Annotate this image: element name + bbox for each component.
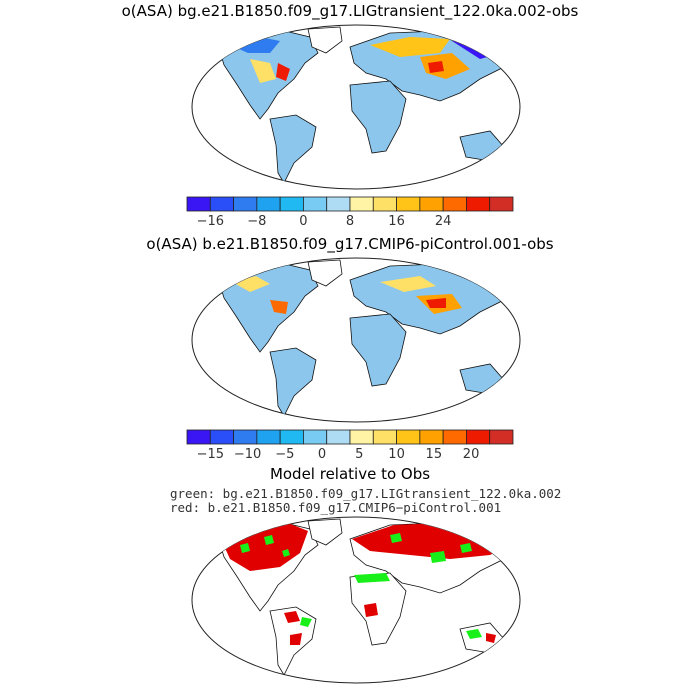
colorbar-swatch <box>372 429 397 445</box>
south-america <box>269 347 317 417</box>
colorbar-swatch <box>466 196 491 212</box>
colorbar-swatch <box>326 429 351 445</box>
colorbar-tick-label: −8 <box>247 214 266 227</box>
panel2-title: o(ASA) b.e21.B1850.f09_g17.CMIP6-piContr… <box>146 235 554 253</box>
panel2-world-map <box>191 257 521 423</box>
colorbar-swatch <box>442 429 467 445</box>
greenland <box>307 518 343 546</box>
africa <box>349 80 407 154</box>
colorbar-tick-label: 24 <box>435 214 452 227</box>
colorbar-swatch <box>419 196 444 212</box>
greenland <box>307 259 343 287</box>
colorbar-tick-label: 0 <box>318 447 326 460</box>
colorbar-tick-label: 0 <box>299 214 307 227</box>
colorbar-swatch <box>233 429 258 445</box>
colorbar-tick-label: 16 <box>388 214 405 227</box>
legend-green-text: green: bg.e21.B1850.f09_g17.LIGtransient… <box>170 486 562 501</box>
africa <box>349 313 407 387</box>
colorbar-swatch <box>303 429 328 445</box>
colorbar-swatch <box>489 196 514 212</box>
colorbar-swatch <box>209 429 234 445</box>
colorbar-tick-label: 10 <box>388 447 405 460</box>
panel1-colorbar: −16 −8 0 8 16 24 <box>186 196 514 227</box>
colorbar-swatch <box>233 196 258 212</box>
colorbar-tick-label: 5 <box>355 447 363 460</box>
colorbar-swatch <box>396 196 421 212</box>
colorbar-tick-label: −15 <box>197 447 224 460</box>
colorbar-tick-label: 20 <box>463 447 480 460</box>
colorbar-swatch <box>209 196 234 212</box>
colorbar-swatch <box>349 196 374 212</box>
africa <box>349 572 407 646</box>
colorbar-swatch <box>442 196 467 212</box>
panel2-colorbar: −15 −10 −5 0 5 10 15 20 <box>186 429 514 460</box>
colorbar-swatch <box>256 429 281 445</box>
colorbar-swatch <box>396 429 421 445</box>
colorbar-swatch <box>256 196 281 212</box>
colorbar-tick-label: −5 <box>275 447 294 460</box>
colorbar-swatch <box>303 196 328 212</box>
colorbar-swatch <box>279 196 304 212</box>
colorbar-swatch <box>279 429 304 445</box>
colorbar-tick-label: 15 <box>426 447 443 460</box>
colorbar-tick-label: −10 <box>234 447 261 460</box>
south-america <box>269 114 317 184</box>
colorbar-swatch <box>186 429 211 445</box>
panel1-title: o(ASA) bg.e21.B1850.f09_g17.LIGtransient… <box>121 2 579 20</box>
legend-red-text: red: b.e21.B1850.f09_g17.CMIP6−piControl… <box>170 500 502 515</box>
panel1-world-map <box>191 24 521 190</box>
colorbar-swatch <box>372 196 397 212</box>
colorbar-swatch <box>489 429 514 445</box>
panel3-world-map <box>191 516 521 684</box>
colorbar-swatch <box>186 196 211 212</box>
panel3-title: Model relative to Obs <box>269 465 431 483</box>
colorbar-swatch <box>466 429 491 445</box>
colorbar-swatch <box>349 429 374 445</box>
colorbar-swatch <box>326 196 351 212</box>
colorbar-tick-label: 8 <box>346 214 354 227</box>
colorbar-swatch <box>419 429 444 445</box>
greenland <box>307 26 343 54</box>
colorbar-tick-label: −16 <box>197 214 224 227</box>
